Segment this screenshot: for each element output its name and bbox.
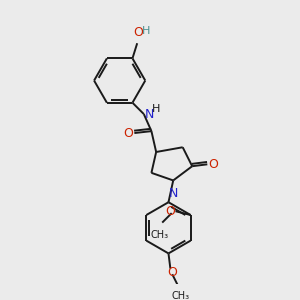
Text: CH₃: CH₃	[150, 230, 168, 240]
Text: O: O	[133, 26, 143, 39]
Text: O: O	[167, 266, 177, 279]
Text: N: N	[169, 187, 178, 200]
Text: O: O	[165, 205, 175, 218]
Text: H: H	[142, 26, 150, 36]
Text: O: O	[124, 127, 134, 140]
Text: CH₃: CH₃	[172, 291, 190, 300]
Text: H: H	[152, 104, 161, 114]
Text: N: N	[145, 108, 154, 121]
Text: O: O	[208, 158, 218, 171]
